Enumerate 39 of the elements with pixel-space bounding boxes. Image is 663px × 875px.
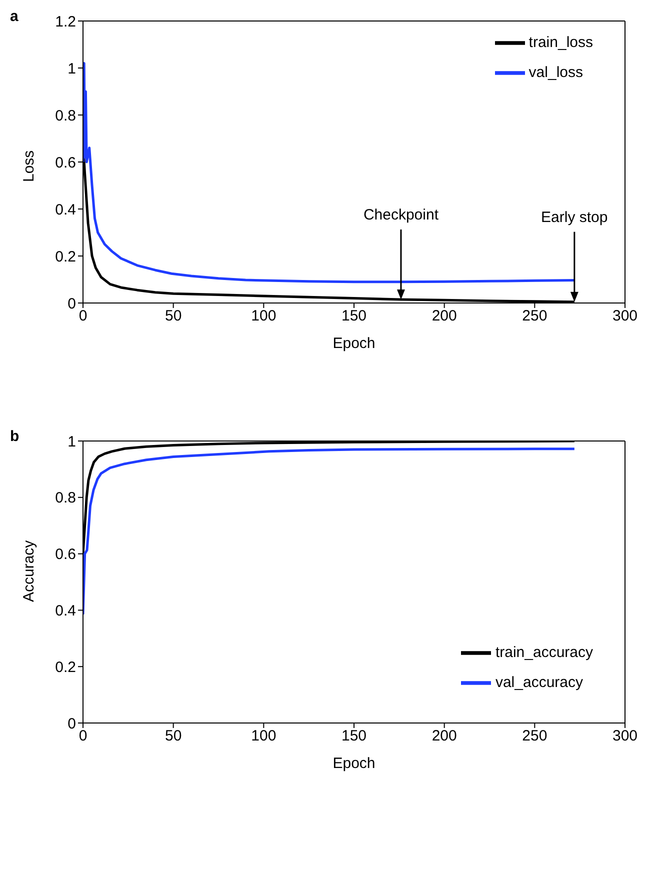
x-tick-label: 300 <box>612 728 638 745</box>
x-tick-label: 50 <box>164 728 182 745</box>
x-tick-label: 100 <box>251 308 276 325</box>
y-tick-label: 0.4 <box>55 201 76 218</box>
legend-label: train_loss <box>528 34 593 52</box>
x-tick-label: 0 <box>78 308 88 325</box>
y-axis-title: Accuracy <box>20 540 38 602</box>
y-tick-label: 0.8 <box>55 490 76 507</box>
legend-label: train_accuracy <box>495 644 593 662</box>
y-tick-label: 0.6 <box>55 546 76 564</box>
x-tick-label: 0 <box>78 728 88 745</box>
y-tick-label: 0 <box>68 715 76 732</box>
x-tick-label: 250 <box>522 728 548 745</box>
y-tick-label: 0.2 <box>55 658 76 676</box>
x-tick-label: 50 <box>164 308 182 325</box>
y-tick-label: 0.4 <box>55 602 76 620</box>
y-tick-label: 0 <box>68 295 76 312</box>
x-tick-label: 250 <box>522 308 548 325</box>
legend-label: val_loss <box>528 64 583 82</box>
y-tick-label: 1 <box>68 60 76 78</box>
x-tick-label: 300 <box>612 308 638 325</box>
y-tick-label: 0.8 <box>55 107 76 124</box>
chart-title: b <box>10 428 20 445</box>
x-tick-label: 150 <box>341 308 367 325</box>
y-tick-label: 1 <box>68 433 76 450</box>
x-axis-title: Epoch <box>332 335 376 352</box>
y-tick-label: 1.2 <box>55 13 76 30</box>
y-tick-label: 0.2 <box>55 248 76 266</box>
x-tick-label: 200 <box>432 728 457 745</box>
x-tick-label: 150 <box>341 728 367 745</box>
y-tick-label: 0.6 <box>55 154 76 172</box>
legend-label: val_accuracy <box>495 674 583 692</box>
x-tick-label: 100 <box>251 728 276 745</box>
x-tick-label: 200 <box>432 308 457 325</box>
y-axis-title: Loss <box>20 150 38 182</box>
annotation: Checkpoint <box>363 206 440 224</box>
x-axis-title: Epoch <box>332 755 376 772</box>
chart-title: a <box>10 8 18 25</box>
annotation: Early stop <box>541 208 608 226</box>
